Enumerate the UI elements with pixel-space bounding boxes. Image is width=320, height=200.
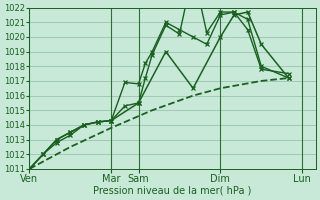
X-axis label: Pression niveau de la mer( hPa ): Pression niveau de la mer( hPa ) [93,186,252,196]
